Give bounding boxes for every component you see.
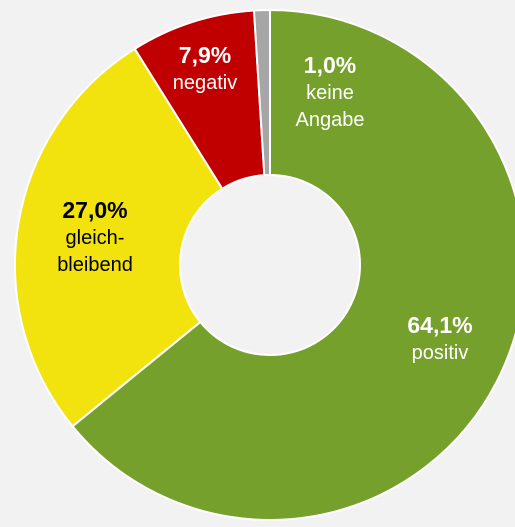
value-label: 64,1% [407, 312, 473, 338]
category-label: positiv [411, 342, 469, 364]
category-label: keine Angabe [295, 82, 365, 131]
data-label: 64,1% positiv [407, 310, 472, 367]
data-label: 7,9% negativ [173, 40, 238, 97]
data-label: 1,0% keine Angabe [296, 50, 365, 134]
value-label: 7,9% [178, 42, 232, 68]
value-label: 27,0% [62, 197, 128, 223]
donut-segment [252, 8, 271, 177]
category-label: negativ [172, 72, 238, 94]
value-label: 1,0% [303, 52, 357, 78]
donut-segment [71, 8, 515, 521]
category-label: gleich- bleibend [57, 227, 133, 276]
data-label: 27,0% gleich- bleibend [57, 195, 133, 279]
donut-segment [14, 47, 224, 428]
